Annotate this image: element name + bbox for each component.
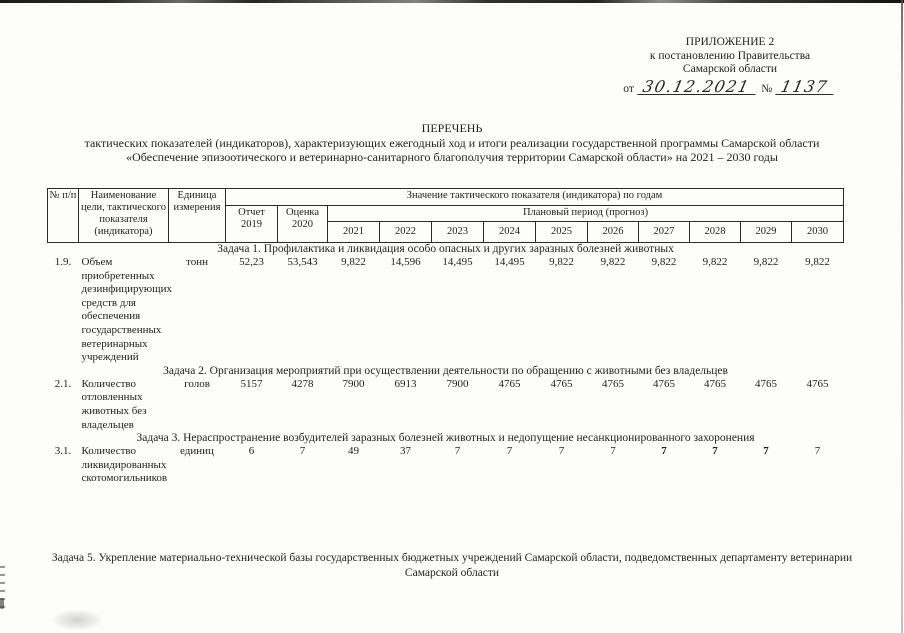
section-task5-line1: Задача 5. Укрепление материально-техниче… — [51, 552, 853, 564]
handwritten-number: 1137 — [775, 77, 837, 96]
header-year: 2030 — [790, 221, 845, 243]
header-year: 2029 — [740, 221, 792, 243]
appendix-stamp: ПРИЛОЖЕНИЕ 2 к постановлению Правительст… — [590, 36, 870, 96]
indicators-table: № п/п Наименование цели, тактического по… — [47, 188, 845, 486]
value-cell: 9,822 — [549, 256, 574, 268]
header-year: 2025 — [535, 221, 588, 243]
scan-noise-streak — [0, 566, 5, 614]
value-cell: 7 — [763, 445, 769, 458]
value-cell: 7900 — [446, 377, 469, 390]
section-label: Задача 2. Организация мероприятий при ос… — [163, 364, 728, 377]
value-cell: 4765 — [755, 377, 777, 390]
value-cell: 7 — [712, 445, 718, 458]
section-row-task2: Задача 2. Организация мероприятий при ос… — [48, 365, 844, 378]
number-prefix: № — [761, 82, 773, 95]
row-unit: голов — [184, 377, 210, 390]
value-cell: 4765 — [550, 377, 573, 390]
header-year: 2024 — [483, 221, 536, 243]
stamp-appendix-number: ПРИЛОЖЕНИЕ 2 — [685, 36, 775, 48]
value-cell: 7900 — [342, 377, 365, 390]
section-label: Задача 3. Нераспространение возбудителей… — [136, 432, 755, 445]
header-num: № п/п — [47, 188, 79, 243]
scan-edge-right — [901, 0, 903, 633]
value-cell: 4765 — [602, 377, 624, 390]
section-label: Задача 1. Профилактика и ликвидация особ… — [217, 243, 674, 255]
scan-noise-dot — [0, 598, 4, 609]
row-unit: единиц — [180, 445, 214, 458]
table-row-2-1: 2.1. Количество отловленных животных без… — [48, 378, 844, 432]
value-cell: 7 — [454, 445, 461, 458]
table-row-3-1: 3.1. Количество ликвидированных скотомог… — [48, 445, 844, 486]
value-cell: 9,822 — [651, 256, 677, 268]
header-year: 2027 — [638, 221, 690, 243]
value-cell: 4765 — [704, 377, 726, 390]
row-unit: тонн — [186, 256, 208, 268]
row-name: Количество отловленных животных без влад… — [81, 377, 147, 431]
row-num: 3.1. — [54, 445, 72, 458]
row-name: Объем приобретенных дезинфицирующих сред… — [81, 256, 172, 364]
section-row-task1: Задача 1. Профилактика и ликвидация особ… — [48, 243, 844, 257]
stamp-region-line: Самарской области — [682, 63, 778, 75]
value-cell: 9,822 — [341, 256, 366, 268]
header-unit: Единица измерения — [168, 188, 226, 243]
row-name: Количество ликвидированных скотомогильни… — [81, 445, 168, 485]
section-row-task3: Задача 3. Нераспространение возбудителей… — [48, 432, 844, 445]
value-cell: 7 — [558, 445, 565, 458]
value-cell: 7 — [506, 445, 513, 458]
title-heading: ПЕРЕЧЕНЬ — [421, 121, 483, 135]
value-cell: 5157 — [240, 377, 263, 390]
value-cell: 9,822 — [753, 256, 779, 268]
value-cell: 4765 — [498, 377, 521, 390]
handwritten-date: 30.12.2021 — [637, 77, 759, 96]
value-cell: 14,495 — [494, 256, 525, 268]
row-num: 2.1. — [54, 377, 72, 390]
header-year: 2021 — [327, 221, 380, 243]
scan-edge-top — [0, 0, 904, 3]
value-cell: 7 — [814, 445, 821, 458]
header-year: 2028 — [689, 221, 741, 243]
value-cell: 49 — [348, 445, 359, 458]
header-plan-period: Плановый период (прогноз) — [326, 205, 845, 222]
value-cell: 7 — [299, 445, 306, 458]
value-cell: 14,495 — [442, 256, 473, 268]
value-cell: 52,23 — [239, 256, 264, 268]
header-year: 2026 — [587, 221, 639, 243]
value-cell: 9,822 — [600, 256, 626, 268]
value-cell: 4278 — [291, 377, 314, 390]
value-cell: 53,543 — [287, 256, 318, 268]
value-cell: 6 — [248, 445, 255, 458]
value-cell: 9,822 — [805, 256, 830, 268]
value-cell: 9,822 — [702, 256, 728, 268]
header-value-group: Значение тактического показателя (индика… — [224, 188, 845, 206]
title-subline-2: «Обеспечение эпизоотического и ветеринар… — [126, 150, 778, 164]
value-cell: 7 — [610, 445, 616, 458]
header-name: Наименование цели, тактического показате… — [78, 188, 169, 243]
value-cell: 6913 — [394, 377, 417, 390]
value-cell: 7 — [661, 445, 667, 458]
header-year: 2023 — [431, 221, 484, 243]
header-estimate-2020: Оценка 2020 — [277, 205, 328, 243]
value-cell: 4765 — [806, 377, 829, 390]
section-task5: Задача 5. Укрепление материально-техниче… — [32, 551, 872, 581]
row-num: 1.9. — [54, 256, 72, 268]
value-cell: 14,596 — [390, 256, 421, 268]
date-prefix: от — [623, 82, 634, 95]
document-title: ПЕРЕЧЕНЬ тактических показателей (индика… — [0, 121, 904, 165]
header-year: 2022 — [379, 221, 432, 243]
table-row-1-9: 1.9. Объем приобретенных дезинфицирующих… — [48, 256, 844, 365]
stamp-resolution-line: к постановлению Правительства — [649, 49, 811, 62]
title-subline-1: тактических показателей (индикаторов), х… — [84, 135, 820, 150]
value-cell: 37 — [400, 445, 411, 458]
header-report-2019: Отчет 2019 — [225, 205, 278, 243]
value-cell: 4765 — [653, 377, 675, 390]
scan-noise-smudge — [52, 610, 102, 630]
section-task5-line2: Самарской области — [404, 567, 500, 579]
stamp-date-line: от 30.12.2021 № 1137 — [590, 77, 870, 97]
